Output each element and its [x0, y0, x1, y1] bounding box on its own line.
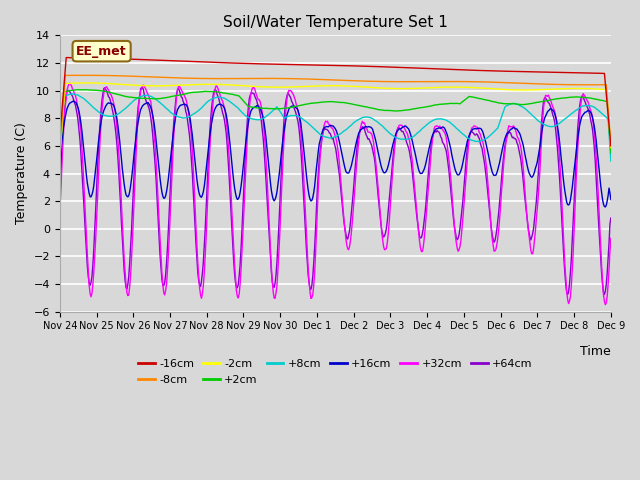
-16cm — [198, 59, 206, 65]
+2cm — [425, 103, 433, 109]
Title: Soil/Water Temperature Set 1: Soil/Water Temperature Set 1 — [223, 15, 448, 30]
Legend: -16cm, -8cm, -2cm, +2cm, +8cm, +16cm, +32cm, +64cm: -16cm, -8cm, -2cm, +2cm, +8cm, +16cm, +3… — [134, 355, 537, 389]
-16cm — [425, 66, 433, 72]
-2cm — [306, 84, 314, 89]
-16cm — [62, 55, 70, 60]
+64cm — [56, 198, 63, 204]
+32cm — [425, 180, 433, 186]
+32cm — [66, 80, 74, 86]
Line: +16cm: +16cm — [60, 101, 611, 207]
+32cm — [602, 302, 609, 308]
-16cm — [472, 68, 479, 73]
+64cm — [139, 84, 147, 90]
+64cm — [306, 286, 314, 292]
+2cm — [198, 89, 206, 95]
+64cm — [381, 230, 389, 236]
+16cm — [154, 158, 162, 164]
-8cm — [381, 79, 389, 84]
+16cm — [381, 169, 389, 175]
-16cm — [306, 62, 314, 68]
-2cm — [472, 85, 479, 91]
+32cm — [607, 235, 614, 241]
+32cm — [306, 289, 314, 295]
+2cm — [154, 96, 162, 101]
Line: -2cm: -2cm — [60, 83, 611, 156]
-8cm — [607, 142, 614, 148]
+8cm — [154, 98, 162, 104]
-8cm — [79, 72, 86, 78]
+16cm — [607, 197, 614, 203]
-8cm — [425, 79, 433, 84]
+2cm — [306, 101, 314, 107]
+64cm — [198, 270, 206, 276]
+8cm — [607, 158, 614, 164]
+16cm — [70, 98, 77, 104]
+64cm — [600, 292, 608, 298]
+8cm — [56, 160, 63, 166]
-2cm — [154, 83, 162, 89]
Text: EE_met: EE_met — [76, 45, 127, 58]
+2cm — [607, 150, 614, 156]
+64cm — [607, 215, 614, 221]
-2cm — [425, 85, 433, 91]
-2cm — [381, 85, 389, 91]
+8cm — [381, 126, 389, 132]
-16cm — [154, 57, 162, 63]
+32cm — [154, 199, 162, 205]
+8cm — [68, 91, 76, 97]
+8cm — [472, 138, 479, 144]
Line: -16cm: -16cm — [60, 58, 611, 146]
+16cm — [306, 196, 314, 202]
+64cm — [425, 166, 433, 171]
+8cm — [425, 120, 433, 126]
+2cm — [56, 157, 63, 163]
+32cm — [56, 208, 63, 214]
-2cm — [83, 80, 90, 86]
+16cm — [602, 204, 609, 210]
Line: +2cm: +2cm — [60, 90, 611, 160]
+16cm — [425, 147, 433, 153]
-8cm — [198, 76, 206, 82]
-16cm — [607, 143, 614, 149]
+16cm — [56, 180, 63, 186]
+32cm — [472, 124, 479, 130]
-2cm — [56, 153, 63, 159]
-16cm — [381, 64, 389, 70]
+8cm — [198, 104, 206, 110]
+2cm — [381, 108, 389, 113]
+64cm — [472, 132, 479, 138]
-8cm — [472, 79, 479, 84]
Y-axis label: Temperature (C): Temperature (C) — [15, 122, 28, 225]
-2cm — [198, 82, 206, 87]
+32cm — [198, 291, 206, 297]
+16cm — [472, 126, 479, 132]
-8cm — [56, 149, 63, 155]
-2cm — [607, 145, 614, 151]
+2cm — [472, 95, 479, 100]
+16cm — [198, 192, 206, 198]
+32cm — [381, 246, 389, 252]
Line: +8cm: +8cm — [60, 94, 611, 163]
Line: +32cm: +32cm — [60, 83, 611, 305]
+2cm — [74, 87, 82, 93]
X-axis label: Time: Time — [580, 345, 611, 358]
+8cm — [306, 122, 314, 128]
-16cm — [56, 134, 63, 140]
-8cm — [306, 76, 314, 82]
-8cm — [154, 74, 162, 80]
Line: +64cm: +64cm — [60, 87, 611, 295]
Line: -8cm: -8cm — [60, 75, 611, 152]
+64cm — [154, 217, 162, 223]
